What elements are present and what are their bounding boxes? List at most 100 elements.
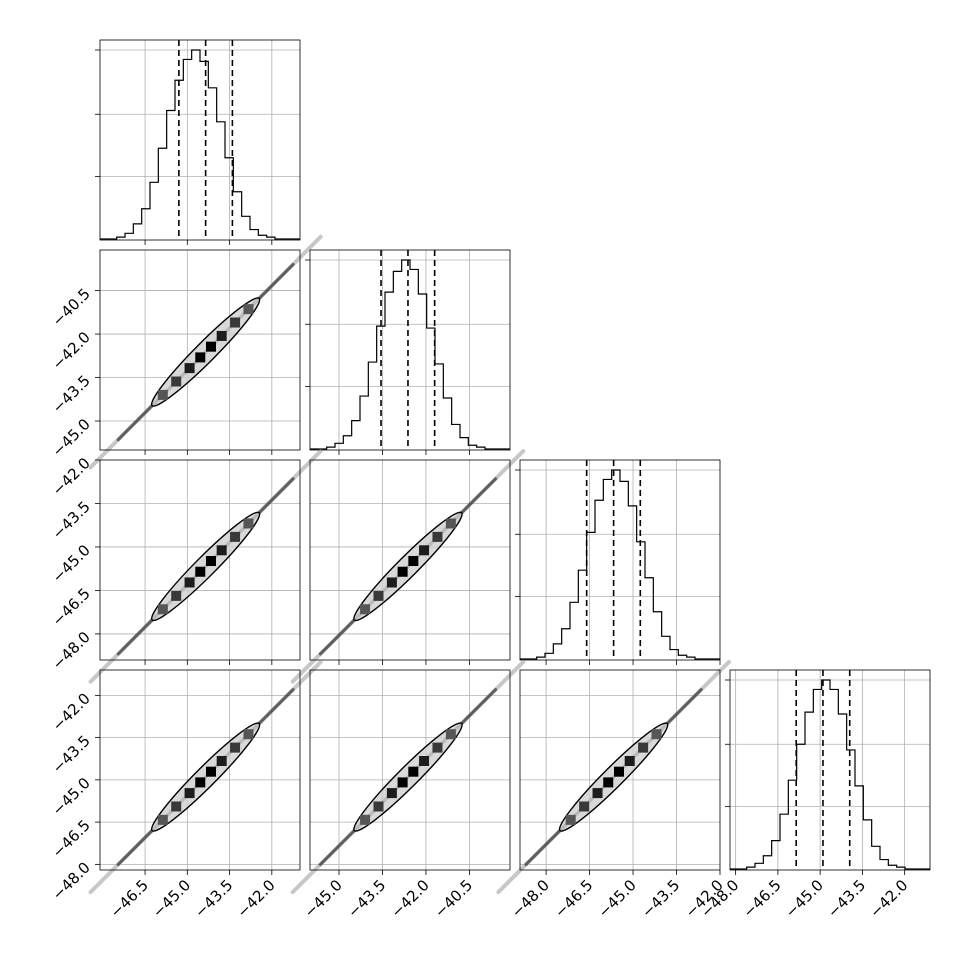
density-cell <box>216 545 227 556</box>
density-cell <box>613 766 624 777</box>
x-tick-label: −48.0 <box>508 876 553 921</box>
density-cell <box>171 801 182 812</box>
y-tick-label: −45.0 <box>49 415 94 460</box>
panel-1-1 <box>305 249 511 455</box>
density-cell <box>360 814 371 825</box>
histogram-2 <box>520 469 720 660</box>
y-tick-label: −46.5 <box>49 816 94 861</box>
density-cell <box>432 742 443 753</box>
panel-2-2 <box>515 459 721 665</box>
y-tick-label: −40.5 <box>49 285 94 330</box>
y-tick-label: −43.5 <box>49 498 94 543</box>
density-cell <box>651 729 662 740</box>
panel-frame <box>99 249 301 451</box>
y-tick-label: −42.0 <box>49 454 94 499</box>
x-tick-label: −45.0 <box>782 876 827 921</box>
x-tick-label: −42.0 <box>388 876 433 921</box>
panel-frame <box>519 459 721 661</box>
density-cell <box>638 742 649 753</box>
x-tick-label: −42.0 <box>233 876 278 921</box>
density-cell <box>603 777 614 788</box>
density-cell <box>445 518 456 529</box>
x-tick-label: −45.0 <box>595 876 640 921</box>
panel-3-2: −48.0−46.5−45.0−43.5−42.0 <box>496 659 731 921</box>
panel-frame <box>729 669 931 871</box>
histogram-0 <box>100 49 300 240</box>
y-tick-label: −43.5 <box>49 732 94 777</box>
x-tick-label: −45.0 <box>149 876 194 921</box>
y-tick-label: −42.0 <box>49 689 94 734</box>
density-cell <box>205 766 216 777</box>
density-cell <box>624 755 635 766</box>
density-cell <box>205 556 216 567</box>
density-cell <box>386 577 397 588</box>
panel-frame <box>99 459 301 661</box>
density-cell <box>243 729 254 740</box>
panel-1-0: −45.0−43.5−42.0−40.5 <box>49 234 323 470</box>
y-tick-label: −45.0 <box>49 541 94 586</box>
density-cell <box>397 566 408 577</box>
density-cell <box>243 518 254 529</box>
density-cell <box>592 788 603 799</box>
x-tick-label: −46.5 <box>551 876 596 921</box>
density-cell <box>408 766 419 777</box>
histogram-1 <box>310 259 510 450</box>
panel-frame <box>519 669 721 871</box>
density-cell <box>373 801 384 812</box>
density-cell <box>216 330 227 341</box>
density-cell <box>184 788 195 799</box>
x-tick-label: −43.5 <box>638 876 683 921</box>
density-cell <box>565 814 576 825</box>
density-cell <box>445 729 456 740</box>
density-cell <box>397 777 408 788</box>
panel-3-1: −45.0−43.5−42.0−40.5 <box>290 659 526 921</box>
density-cell <box>360 604 371 615</box>
panel-2-0: −48.0−46.5−45.0−43.5−42.0 <box>49 449 323 684</box>
x-tick-label: −43.5 <box>344 876 389 921</box>
y-tick-label: −45.0 <box>49 774 94 819</box>
panel-frame <box>309 249 511 451</box>
density-cell <box>373 590 384 601</box>
panel-2-1 <box>290 449 526 684</box>
panel-3-3: −48.0−46.5−45.0−43.5−42.0 <box>697 669 931 921</box>
density-cell <box>157 814 168 825</box>
density-cell <box>216 755 227 766</box>
density-cell <box>408 556 419 567</box>
x-tick-label: −46.5 <box>107 876 152 921</box>
density-cell <box>432 531 443 542</box>
density-cell <box>419 755 430 766</box>
y-tick-label: −48.0 <box>49 628 94 673</box>
panel-3-0: −48.0−46.5−45.0−43.5−42.0−46.5−45.0−43.5… <box>49 659 323 921</box>
panel-0-0 <box>95 39 301 245</box>
y-tick-label: −46.5 <box>49 585 94 630</box>
density-cell <box>230 531 241 542</box>
density-cell <box>205 341 216 352</box>
panel-frame <box>309 459 511 661</box>
density-cell <box>184 363 195 374</box>
x-tick-label: −45.0 <box>301 876 346 921</box>
density-cell <box>157 389 168 400</box>
panel-frame <box>99 39 301 241</box>
y-tick-label: −42.0 <box>49 328 94 373</box>
density-cell <box>386 788 397 799</box>
x-tick-label: −43.5 <box>824 876 869 921</box>
density-cell <box>195 566 206 577</box>
density-cell <box>579 801 590 812</box>
y-tick-label: −48.0 <box>49 858 94 903</box>
density-cell <box>157 604 168 615</box>
x-tick-label: −43.5 <box>191 876 236 921</box>
density-cell <box>171 376 182 387</box>
panel-frame <box>309 669 511 871</box>
density-cell <box>230 742 241 753</box>
density-cell <box>230 317 241 328</box>
x-tick-label: −42.0 <box>866 876 911 921</box>
histogram-3 <box>730 679 930 870</box>
density-cell <box>243 304 254 315</box>
y-tick-label: −43.5 <box>49 372 94 417</box>
x-tick-label: −40.5 <box>431 876 476 921</box>
panel-frame <box>99 669 301 871</box>
density-cell <box>171 590 182 601</box>
density-cell <box>419 545 430 556</box>
x-tick-label: −46.5 <box>739 876 784 921</box>
